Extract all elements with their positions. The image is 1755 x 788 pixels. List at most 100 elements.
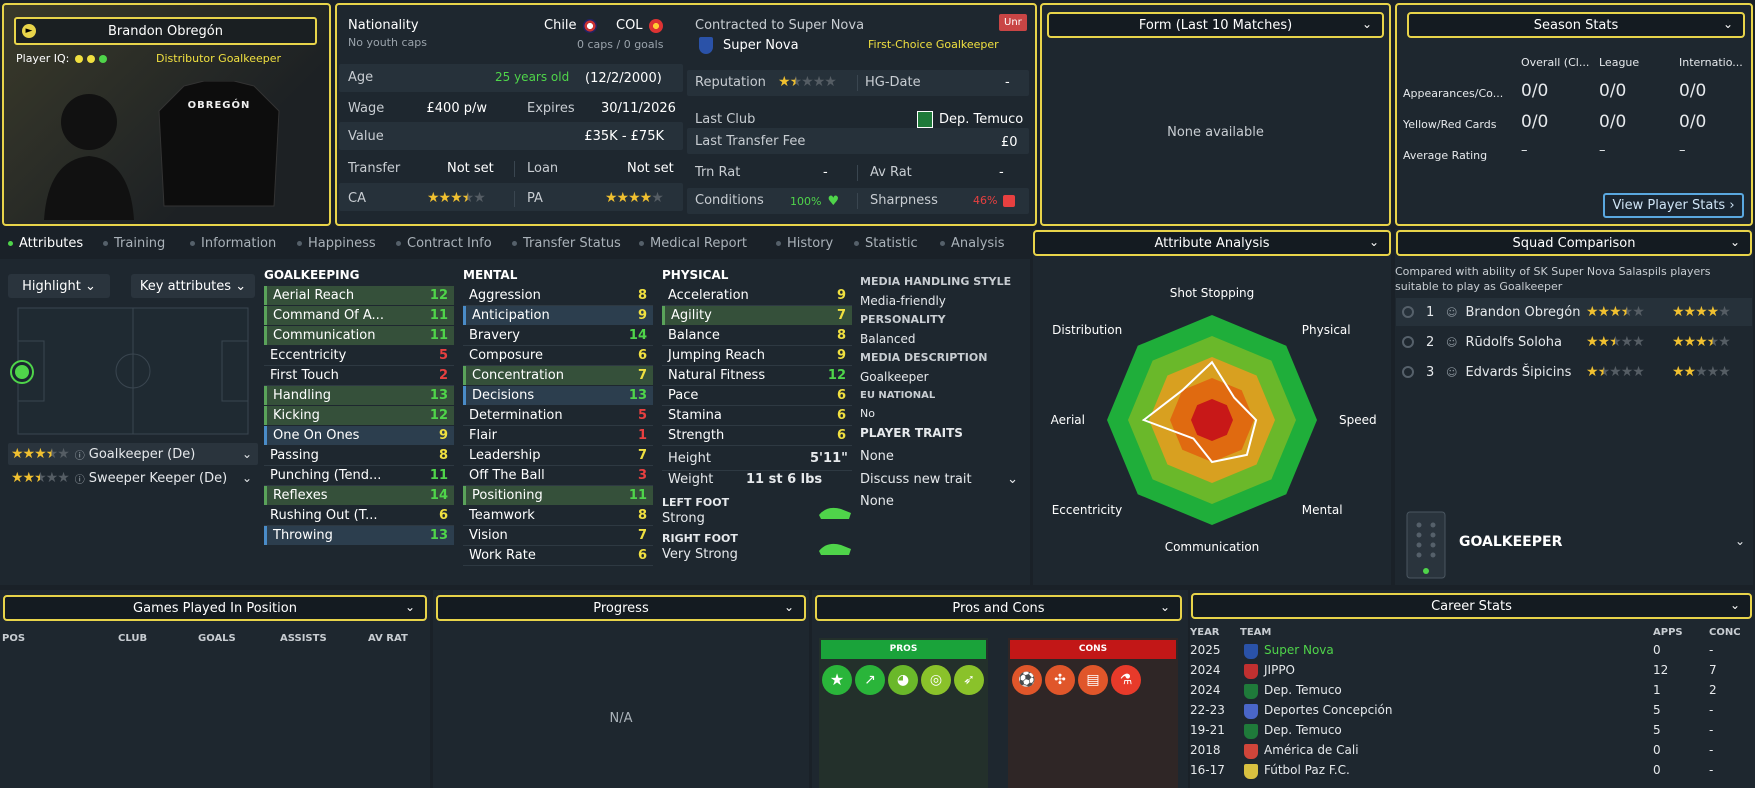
tab-attributes[interactable]: Attributes xyxy=(8,236,83,251)
career-year: 2025 xyxy=(1190,643,1221,657)
pro-star-icon[interactable]: ★ xyxy=(822,665,852,695)
tab-contract-info[interactable]: Contract Info xyxy=(396,236,492,251)
attr-kicking[interactable]: Kicking 12 xyxy=(264,406,454,425)
games-col-pos[interactable]: POS xyxy=(2,633,26,644)
right-foot: Very Strong xyxy=(662,547,738,562)
career-team[interactable]: Super Nova xyxy=(1264,643,1334,657)
transfer-status[interactable]: Not set xyxy=(447,161,494,176)
career-team[interactable]: Deportes Concepción xyxy=(1264,703,1393,717)
attr-eccentricity[interactable]: Eccentricity 5 xyxy=(264,346,454,365)
attr-passing[interactable]: Passing 8 xyxy=(264,446,454,465)
tab-medical-report[interactable]: Medical Report xyxy=(639,236,747,251)
attr-work-rate[interactable]: Work Rate 6 xyxy=(463,546,653,565)
games-col-goals[interactable]: GOALS xyxy=(198,633,236,644)
player-name-box[interactable]: ► Brandon Obregón xyxy=(14,17,317,45)
squad-position-chevron-icon[interactable]: ⌄ xyxy=(1735,534,1746,548)
role-row[interactable]: ★★★★★ ⓘ Sweeper Keeper (De) ⌄ xyxy=(8,467,258,489)
attr-rushing-out-t-[interactable]: Rushing Out (T... 6 xyxy=(264,506,454,525)
attr-communication[interactable]: Communication 11 xyxy=(264,326,454,345)
career-col-team[interactable]: TEAM xyxy=(1240,627,1272,638)
attr-anticipation[interactable]: Anticipation 9 xyxy=(463,306,653,325)
last-club[interactable]: Dep. Temuco xyxy=(939,112,1024,127)
role-row[interactable]: ★★★★★ ⓘ Goalkeeper (De) ⌄ xyxy=(8,443,258,465)
attr-composure[interactable]: Composure 6 xyxy=(463,346,653,365)
career-team[interactable]: Dep. Temuco xyxy=(1264,723,1342,737)
games-col-av-rat[interactable]: AV RAT xyxy=(368,633,408,644)
tab-statistic[interactable]: Statistic xyxy=(854,236,918,251)
tab-transfer-status[interactable]: Transfer Status xyxy=(512,236,621,251)
pro-trend-icon[interactable]: ↗ xyxy=(855,665,885,695)
attr-vision[interactable]: Vision 7 xyxy=(463,526,653,545)
attr-jumping-reach[interactable]: Jumping Reach 9 xyxy=(662,346,852,365)
games-col-club[interactable]: CLUB xyxy=(118,633,148,644)
games-col-assists[interactable]: ASSISTS xyxy=(280,633,327,644)
attr-positioning[interactable]: Positioning 11 xyxy=(463,486,653,505)
career-dropdown[interactable]: Career Stats ⌄ xyxy=(1191,593,1752,619)
form-dropdown[interactable]: Form (Last 10 Matches) ⌄ xyxy=(1047,12,1384,38)
con-tactic-icon[interactable]: ✣ xyxy=(1045,665,1075,695)
career-team[interactable]: Fútbol Paz F.C. xyxy=(1264,763,1350,777)
pro-brain-icon[interactable]: ◕ xyxy=(888,665,918,695)
career-team[interactable]: JIPPO xyxy=(1264,663,1295,677)
attr-value: 6 xyxy=(637,348,647,363)
attr-reflexes[interactable]: Reflexes 14 xyxy=(264,486,454,505)
attr-one-on-ones[interactable]: One On Ones 9 xyxy=(264,426,454,445)
squad-row[interactable]: 3 ☺ Edvards Šipicins ★★★★★ ★★★★★ xyxy=(1396,358,1752,386)
attr-punching-tend-[interactable]: Punching (Tend... 11 xyxy=(264,466,454,485)
nation-1[interactable]: Chile xyxy=(544,18,577,33)
attr-throwing[interactable]: Throwing 13 xyxy=(264,526,454,545)
squad-row[interactable]: 1 ☺ Brandon Obregón ★★★★★ ★★★★★ xyxy=(1396,298,1752,326)
games-dropdown[interactable]: Games Played In Position ⌄ xyxy=(3,595,427,621)
attr-determination[interactable]: Determination 5 xyxy=(463,406,653,425)
unregistered-badge[interactable]: Unr xyxy=(999,14,1027,31)
attr-strength[interactable]: Strength 6 xyxy=(662,426,852,445)
career-col-year[interactable]: YEAR xyxy=(1190,627,1220,638)
view-player-stats-button[interactable]: View Player Stats › xyxy=(1603,193,1744,218)
con-ball-icon[interactable]: ⚽ xyxy=(1012,665,1042,695)
key-attributes-dropdown[interactable]: Key attributes ⌄ xyxy=(131,274,255,298)
squad-dropdown[interactable]: Squad Comparison ⌄ xyxy=(1396,230,1752,256)
attr-teamwork[interactable]: Teamwork 8 xyxy=(463,506,653,525)
discuss-trait-dropdown[interactable]: Discuss new trait ⌄ xyxy=(860,472,1018,487)
attr-pace[interactable]: Pace 6 xyxy=(662,386,852,405)
highlight-dropdown[interactable]: Highlight ⌄ xyxy=(8,274,110,298)
proscons-dropdown[interactable]: Pros and Cons ⌄ xyxy=(815,595,1182,621)
loan-status[interactable]: Not set xyxy=(627,161,674,176)
progress-dropdown[interactable]: Progress ⌄ xyxy=(436,595,806,621)
career-col-conc[interactable]: CONC xyxy=(1709,627,1741,638)
position-marker-gk[interactable] xyxy=(12,362,32,382)
pro-target-icon[interactable]: ◎ xyxy=(921,665,951,695)
attr-balance[interactable]: Balance 8 xyxy=(662,326,852,345)
attr-handling[interactable]: Handling 13 xyxy=(264,386,454,405)
attr-aggression[interactable]: Aggression 8 xyxy=(463,286,653,305)
attr-agility[interactable]: Agility 7 xyxy=(662,306,852,325)
tab-analysis[interactable]: Analysis xyxy=(940,236,1005,251)
nation-2[interactable]: COL xyxy=(616,18,643,33)
attr-leadership[interactable]: Leadership 7 xyxy=(463,446,653,465)
squad-row[interactable]: 2 ☺ Rūdolfs Soloha ★★★★★ ★★★★★ xyxy=(1396,328,1752,356)
career-col-apps[interactable]: APPS xyxy=(1653,627,1683,638)
attr-off-the-ball[interactable]: Off The Ball 3 xyxy=(463,466,653,485)
contract-club[interactable]: Super Nova xyxy=(723,38,799,53)
attr-command-of-a-[interactable]: Command Of A... 11 xyxy=(264,306,454,325)
season-dropdown[interactable]: Season Stats ⌄ xyxy=(1407,12,1745,38)
attr-bravery[interactable]: Bravery 14 xyxy=(463,326,653,345)
career-team[interactable]: América de Cali xyxy=(1264,743,1359,757)
tab-happiness[interactable]: Happiness xyxy=(297,236,376,251)
attr-natural-fitness[interactable]: Natural Fitness 12 xyxy=(662,366,852,385)
con-flask-icon[interactable]: ⚗ xyxy=(1111,665,1141,695)
tab-history[interactable]: History xyxy=(776,236,833,251)
attr-stamina[interactable]: Stamina 6 xyxy=(662,406,852,425)
attr-flair[interactable]: Flair 1 xyxy=(463,426,653,445)
attr-first-touch[interactable]: First Touch 2 xyxy=(264,366,454,385)
attr-concentration[interactable]: Concentration 7 xyxy=(463,366,653,385)
career-team[interactable]: Dep. Temuco xyxy=(1264,683,1342,697)
con-clipboard-icon[interactable]: ▤ xyxy=(1078,665,1108,695)
attr-decisions[interactable]: Decisions 13 xyxy=(463,386,653,405)
attr-acceleration[interactable]: Acceleration 9 xyxy=(662,286,852,305)
pro-boot-icon[interactable]: ➶ xyxy=(954,665,984,695)
attr-aerial-reach[interactable]: Aerial Reach 12 xyxy=(264,286,454,305)
tab-training[interactable]: Training xyxy=(103,236,165,251)
analysis-dropdown[interactable]: Attribute Analysis ⌄ xyxy=(1033,230,1391,256)
tab-information[interactable]: Information xyxy=(190,236,276,251)
